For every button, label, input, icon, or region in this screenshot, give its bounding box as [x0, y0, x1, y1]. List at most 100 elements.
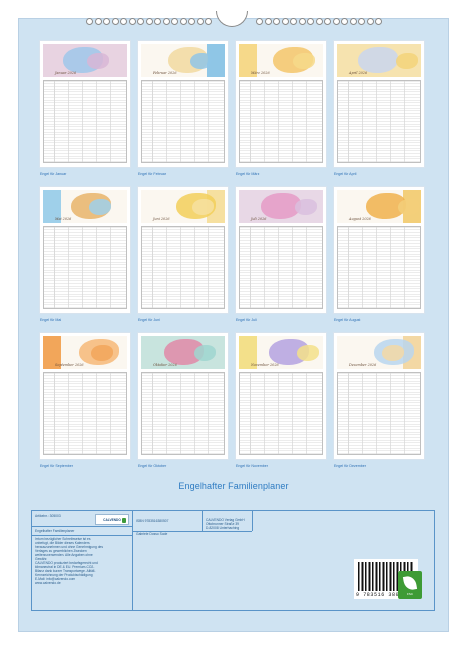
binding-ring	[358, 18, 365, 25]
article-number: Artikelnr.: 305003	[35, 514, 61, 518]
angel-illustration: Februar 2026	[141, 44, 225, 77]
month-sheet-label: April 2026	[349, 71, 368, 75]
binding-ring	[341, 18, 348, 25]
month-sheet-label: Juli 2026	[251, 217, 267, 221]
publisher-address: CALVENDO Verlag GmbH Ottobrunner Straße 3…	[206, 518, 245, 530]
month-card: November 2026	[236, 333, 326, 459]
planner-grid	[43, 372, 127, 455]
binding-ring	[120, 18, 127, 25]
month-caption: Engel für April	[334, 172, 357, 176]
legal-notes: Irrtum bezüglicher Schreibweise ist es un…	[35, 537, 131, 585]
month-caption: Engel für Februar	[138, 172, 166, 176]
divider	[202, 511, 203, 531]
planner-grid	[337, 226, 421, 309]
planner-grid	[239, 80, 323, 163]
binding-ring	[128, 18, 136, 25]
binding-ring	[205, 18, 212, 25]
calendar-title: Engelhafter Familienplaner	[178, 481, 289, 491]
month-sheet-label: August 2026	[349, 217, 371, 221]
binding-ring	[324, 18, 331, 25]
binding-ring	[145, 18, 153, 25]
month-card: April 2026	[334, 41, 424, 167]
info-panel: Artikelnr.: 305003 CALVENDO Engelhafter …	[31, 510, 435, 611]
planner-grid	[141, 372, 225, 455]
binding-ring	[94, 18, 102, 25]
publisher-line: CALVENDO Verlag GmbH	[206, 518, 245, 522]
planner-grid	[239, 226, 323, 309]
note-line: www.calvendo.de	[35, 581, 61, 585]
month-card: Dezember 2026	[334, 333, 424, 459]
planner-grid	[141, 226, 225, 309]
publisher-line: D-82008 Unterhaching	[206, 526, 240, 530]
month-card: Mai 2026	[40, 187, 130, 313]
barcode-number: 9 783516 380507	[356, 592, 411, 598]
divider	[32, 526, 132, 527]
binding-ring	[290, 18, 297, 25]
binding-ring	[281, 18, 289, 25]
month-card: Oktober 2026	[138, 333, 228, 459]
note-line: klimaneutral in DE & EU. Premium-CO2-	[35, 565, 95, 569]
note-line: Verlages zu gewerblichen Zwecken	[35, 549, 87, 553]
month-sheet-label: Oktober 2026	[153, 363, 177, 367]
binding-ring	[307, 18, 314, 25]
month-sheet-label: Dezember 2026	[349, 363, 377, 367]
month-caption: Engel für Juni	[138, 318, 160, 322]
month-caption: Engel für Oktober	[138, 464, 167, 468]
isbn: ISBN 9783516380507	[136, 519, 169, 523]
angel-illustration: Dezember 2026	[337, 336, 421, 369]
month-caption: Engel für September	[40, 464, 73, 468]
month-card: Juni 2026	[138, 187, 228, 313]
month-sheet-label: Januar 2026	[55, 71, 77, 75]
angel-illustration: November 2026	[239, 336, 323, 369]
planner-grid	[239, 372, 323, 455]
hanger-hook	[216, 11, 248, 27]
angel-illustration: Mai 2026	[43, 190, 127, 223]
binding-ring	[137, 18, 144, 25]
note-line: Kennzeichnung der Produktschädigung	[35, 573, 93, 577]
month-card: August 2026	[334, 187, 424, 313]
note-line: Gewähr.	[35, 557, 48, 561]
month-card: Februar 2026	[138, 41, 228, 167]
binding-ring	[256, 18, 263, 25]
binding-ring	[298, 18, 306, 25]
month-sheet-label: Mai 2026	[55, 217, 72, 221]
binding-ring	[332, 18, 340, 25]
note-line: herauszunehmen und ohne Genehmigung des	[35, 545, 104, 549]
binding-ring	[86, 18, 93, 25]
angel-illustration: September 2026	[43, 336, 127, 369]
angel-illustration: Januar 2026	[43, 44, 127, 77]
author: Gabriele Dosso Sode	[136, 532, 168, 536]
month-card: Juli 2026	[236, 187, 326, 313]
planner-grid	[337, 80, 421, 163]
angel-illustration: Juni 2026	[141, 190, 225, 223]
month-caption: Engel für November	[236, 464, 268, 468]
month-sheet-label: Februar 2026	[153, 71, 177, 75]
month-sheet-label: Juni 2026	[153, 217, 170, 221]
planner-grid	[141, 80, 225, 163]
note-line: unbefugt, die Bilder dieses Kalenders	[35, 541, 90, 545]
binding-ring	[162, 18, 170, 25]
note-line: CALVENDO produziert bedarfsgerecht und	[35, 561, 98, 565]
divider	[252, 511, 253, 531]
month-sheet-label: November 2026	[251, 363, 279, 367]
month-card: September 2026	[40, 333, 130, 459]
fsc-label: FSC	[407, 592, 413, 596]
binding-ring	[264, 18, 272, 25]
angel-illustration: Oktober 2026	[141, 336, 225, 369]
angel-illustration: Juli 2026	[239, 190, 323, 223]
month-card: März 2026	[236, 41, 326, 167]
planner-grid	[43, 226, 127, 309]
binding-ring	[154, 18, 161, 25]
calvendo-logo: CALVENDO	[95, 514, 129, 525]
divider	[32, 535, 132, 536]
month-sheet-label: September 2026	[55, 363, 84, 367]
divider	[132, 511, 133, 610]
publisher-line: Ottobrunner Straße 39	[206, 522, 239, 526]
binding-ring	[103, 18, 110, 25]
divider	[132, 531, 252, 532]
binding-ring	[315, 18, 323, 25]
month-caption: Engel für August	[334, 318, 361, 322]
month-card: Januar 2026	[40, 41, 130, 167]
fsc-badge: FSC	[398, 571, 422, 599]
binding-ring	[366, 18, 374, 25]
